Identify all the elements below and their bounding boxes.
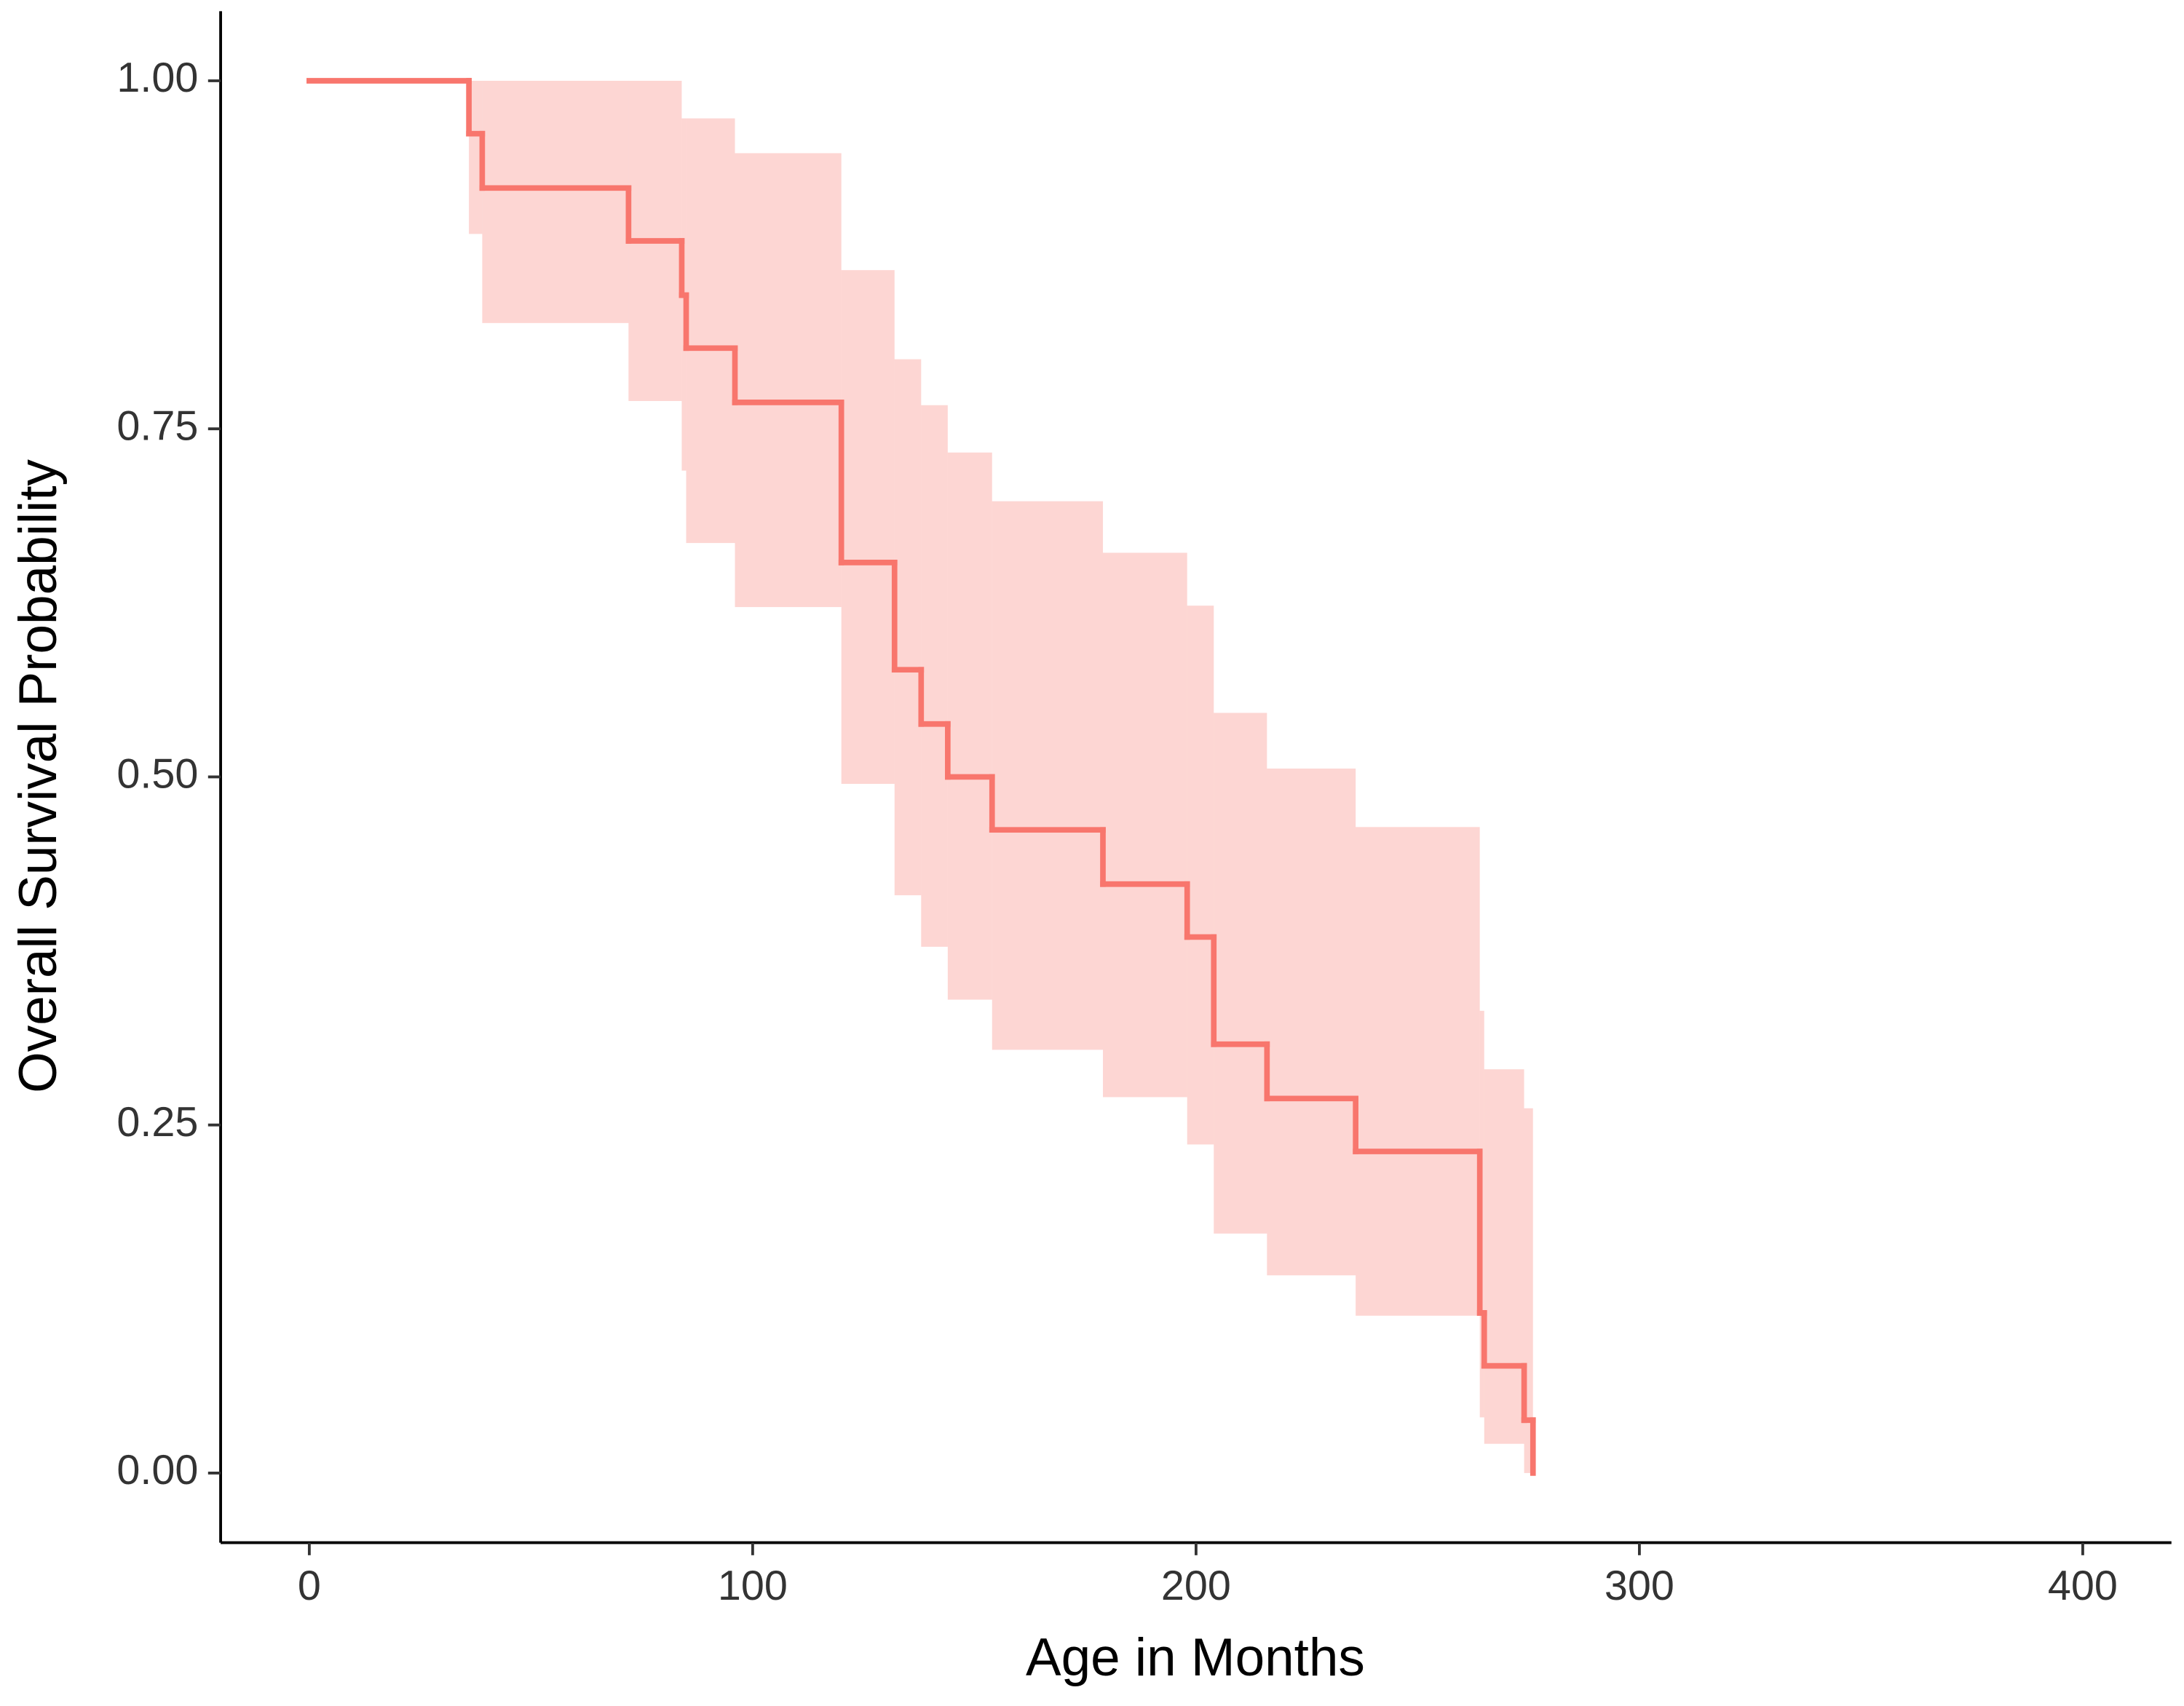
confidence-band <box>921 405 948 947</box>
x-tick-label: 400 <box>2048 1563 2118 1609</box>
y-tick-label: 1.00 <box>116 55 198 101</box>
y-tick-label: 0.25 <box>116 1099 198 1146</box>
confidence-band <box>469 80 483 234</box>
confidence-band <box>1484 1069 1524 1444</box>
confidence-band <box>947 452 992 1000</box>
confidence-band <box>1267 768 1356 1276</box>
y-tick-label: 0.50 <box>116 751 198 798</box>
x-tick-label: 100 <box>718 1563 788 1609</box>
x-axis-title: Age in Months <box>1026 1628 1365 1687</box>
y-tick-label: 0.00 <box>116 1447 198 1493</box>
confidence-band <box>1356 827 1480 1316</box>
y-axis-title: Overall Survival Probability <box>9 459 68 1093</box>
confidence-band <box>482 80 629 323</box>
x-tick-label: 0 <box>298 1563 321 1609</box>
confidence-band <box>894 359 922 896</box>
confidence-band <box>992 501 1104 1050</box>
confidence-band <box>735 153 842 608</box>
confidence-band <box>841 270 895 785</box>
confidence-band <box>1103 552 1187 1098</box>
confidence-band <box>1187 606 1214 1145</box>
confidence-band <box>1214 713 1267 1234</box>
y-tick-label: 0.75 <box>116 402 198 449</box>
confidence-band <box>686 118 735 544</box>
x-tick-label: 200 <box>1161 1563 1231 1609</box>
x-tick-label: 300 <box>1605 1563 1674 1609</box>
